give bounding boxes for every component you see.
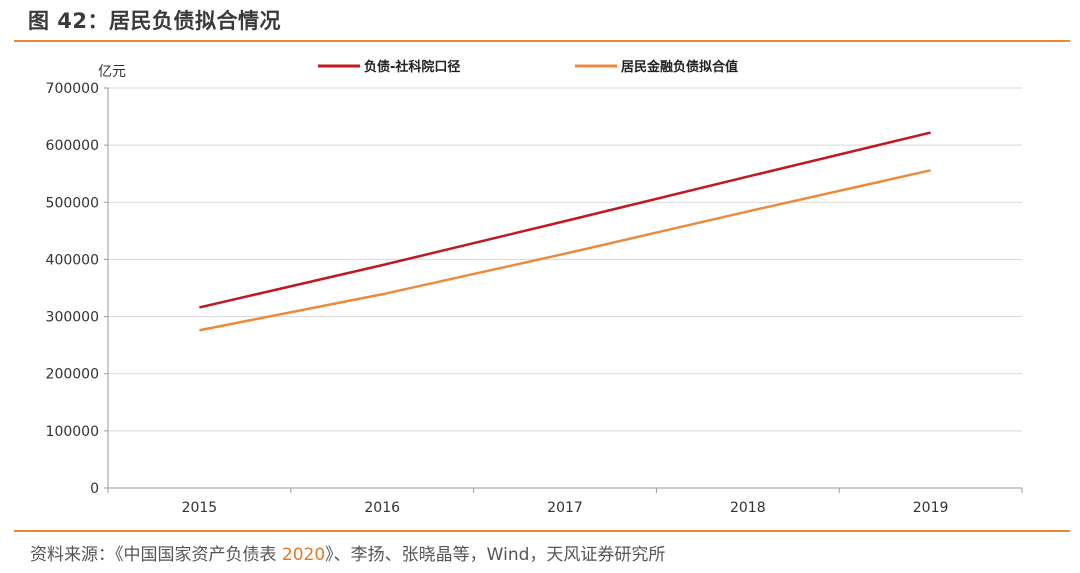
- x-tick-label: 2015: [182, 500, 218, 516]
- legend-label: 居民金融负债拟合值: [621, 59, 738, 75]
- series-layer: [199, 131, 931, 332]
- y-tick-label: 0: [90, 481, 99, 497]
- source-year: 2020: [281, 545, 326, 565]
- y-tick-label: 200000: [46, 367, 99, 383]
- x-tick-label: 2016: [364, 500, 400, 516]
- y-tick-label: 300000: [46, 310, 99, 326]
- legend-label: 负债-社科院口径: [364, 59, 460, 75]
- source-note: 资料来源：《中国国家资产负债表 2020》、李扬、张晓晶等，Wind，天风证券研…: [30, 540, 665, 565]
- x-tick-label: 2017: [547, 500, 583, 516]
- y-unit-label: 亿元: [98, 64, 126, 80]
- source-rule: [14, 530, 1070, 532]
- y-tick-label: 500000: [46, 195, 99, 211]
- y-tick-label: 400000: [46, 252, 99, 268]
- x-tick-label: 2019: [913, 500, 949, 516]
- axis-layer: 0 100000 200000 300000 400000 500000 600000 700…: [46, 81, 1023, 516]
- series-line: [199, 131, 931, 309]
- legend-layer: 负债-社科院口径 居民金融负债拟合值: [318, 59, 738, 75]
- y-tick-label: 100000: [46, 424, 99, 440]
- y-tick-label: 700000: [46, 81, 99, 97]
- title-rule: [14, 40, 1070, 42]
- y-tick-label: 600000: [46, 138, 99, 154]
- figure-title: 图 42：居民负债拟合情况: [28, 9, 282, 33]
- source-suffix: 》、李扬、张晓晶等，Wind，天风证券研究所: [325, 545, 666, 565]
- grid-layer: [108, 87, 1022, 432]
- series-line: [199, 169, 931, 332]
- x-tick-label: 2018: [730, 500, 766, 516]
- line-chart: 0 100000 200000 300000 400000 500000 600000 700…: [46, 59, 1023, 516]
- source-prefix: 资料来源：《中国国家资产负债表: [30, 545, 282, 565]
